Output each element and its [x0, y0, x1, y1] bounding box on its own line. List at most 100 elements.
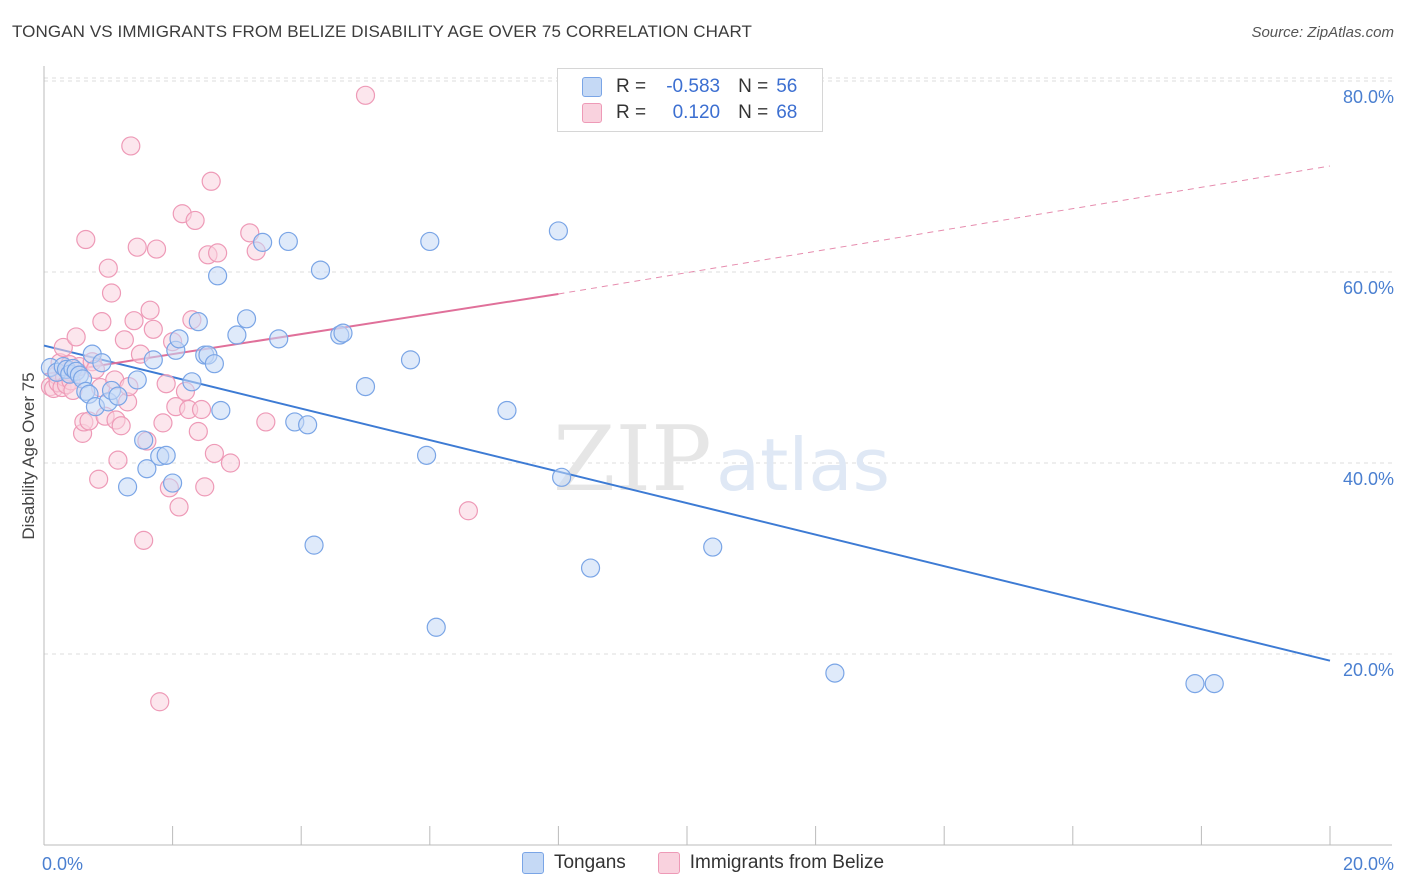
- point-tongans: [497, 400, 517, 421]
- point-belize: [146, 239, 167, 259]
- legend-n-value: 68: [776, 102, 798, 123]
- legend-r-label: R =: [616, 76, 647, 97]
- trend-line-belize-projection: [558, 165, 1331, 295]
- point-belize: [121, 136, 141, 156]
- point-tongans: [333, 323, 353, 343]
- series-tongans-points: [40, 221, 1224, 694]
- point-tongans: [310, 260, 331, 280]
- trend-line-tongans: [43, 344, 1331, 662]
- legend-swatch-tongans: [521, 852, 544, 874]
- point-tongans: [182, 372, 202, 392]
- legend-n-value: 56: [776, 76, 798, 97]
- point-belize: [458, 501, 478, 521]
- point-tongans: [156, 445, 176, 465]
- legend-label-belize: Immigrants from Belize: [689, 852, 885, 873]
- legend-r-value: 0.120: [672, 102, 721, 123]
- point-tongans: [227, 325, 247, 345]
- legend-item-tongans[interactable]: Tongans: [521, 852, 626, 874]
- point-belize: [355, 85, 376, 105]
- point-belize: [256, 412, 276, 432]
- point-belize: [188, 421, 208, 442]
- point-belize: [92, 312, 112, 332]
- point-tongans: [143, 350, 163, 370]
- point-belize: [53, 337, 73, 358]
- point-tongans: [426, 617, 446, 637]
- y-tick-label: 40.0%: [1343, 469, 1394, 489]
- point-tongans: [703, 537, 723, 557]
- point-tongans: [208, 266, 228, 286]
- point-tongans: [416, 445, 437, 465]
- point-belize: [66, 327, 86, 347]
- point-belize: [204, 443, 224, 464]
- gridlines: [44, 77, 1392, 655]
- point-tongans: [278, 231, 298, 252]
- watermark-zip: ZIP: [553, 407, 712, 512]
- watermark: ZIP atlas: [553, 407, 890, 512]
- point-tongans: [253, 232, 273, 252]
- point-tongans: [169, 329, 189, 349]
- point-belize: [140, 300, 160, 320]
- point-belize: [150, 692, 170, 712]
- point-tongans: [298, 415, 318, 435]
- point-tongans: [1185, 674, 1205, 694]
- point-tongans: [236, 309, 257, 329]
- legend-n-label: N =: [738, 76, 769, 97]
- point-belize: [220, 453, 241, 473]
- point-belize: [143, 319, 163, 339]
- point-tongans: [127, 370, 147, 390]
- point-tongans: [355, 377, 376, 397]
- axes: [43, 66, 1392, 846]
- legend-r-label: R =: [616, 102, 647, 123]
- y-tick-label: 20.0%: [1343, 660, 1394, 680]
- point-belize: [195, 477, 215, 497]
- point-tongans: [92, 353, 112, 373]
- legend-swatch-blue: [582, 77, 602, 97]
- legend-n-label: N =: [738, 102, 769, 123]
- legend-r-value: -0.583: [666, 76, 721, 97]
- tick-labels: 20.0% 40.0% 60.0% 80.0% 0.0% 20.0%: [42, 87, 1394, 874]
- point-tongans: [580, 558, 601, 578]
- point-belize: [191, 399, 212, 420]
- legend-item-belize[interactable]: Immigrants from Belize: [657, 852, 885, 874]
- point-tongans: [269, 329, 289, 349]
- point-tongans: [825, 663, 845, 683]
- point-tongans: [188, 312, 208, 332]
- point-tongans: [117, 477, 138, 497]
- correlation-legend: R = -0.583 N = 56 R = 0.120 N = 68: [557, 68, 823, 132]
- point-tongans: [304, 535, 324, 555]
- point-tongans: [204, 354, 224, 374]
- point-tongans: [1204, 674, 1224, 694]
- series-legend: Tongans Immigrants from Belize: [0, 852, 1406, 874]
- point-belize: [108, 450, 128, 470]
- legend-row-tongans: R = -0.583 N = 56: [582, 75, 797, 99]
- point-belize: [201, 171, 221, 191]
- point-belize: [101, 283, 122, 303]
- trend-line-belize: [43, 292, 559, 376]
- trend-lines: [43, 165, 1331, 662]
- watermark-atlas: atlas: [716, 423, 890, 507]
- point-belize: [240, 223, 260, 243]
- point-belize: [111, 416, 131, 436]
- point-tongans: [108, 386, 128, 406]
- x-tick-label: 0.0%: [42, 854, 83, 874]
- point-tongans: [548, 221, 569, 241]
- point-belize: [185, 210, 205, 231]
- point-belize: [98, 258, 118, 278]
- point-tongans: [211, 400, 231, 421]
- legend-label-tongans: Tongans: [553, 852, 626, 873]
- point-belize: [134, 530, 154, 550]
- point-tongans: [163, 473, 183, 493]
- point-tongans: [400, 350, 421, 370]
- point-belize: [153, 413, 173, 433]
- point-belize: [124, 311, 144, 331]
- point-belize: [76, 229, 96, 250]
- point-tongans: [552, 467, 572, 487]
- source-credit: Source: ZipAtlas.com: [1251, 24, 1394, 41]
- point-belize: [208, 243, 228, 263]
- y-axis-title: Disability Age Over 75: [19, 372, 38, 539]
- point-belize: [156, 374, 176, 394]
- point-belize: [127, 237, 147, 257]
- x-tick-label: 20.0%: [1343, 854, 1394, 874]
- point-belize: [114, 330, 134, 350]
